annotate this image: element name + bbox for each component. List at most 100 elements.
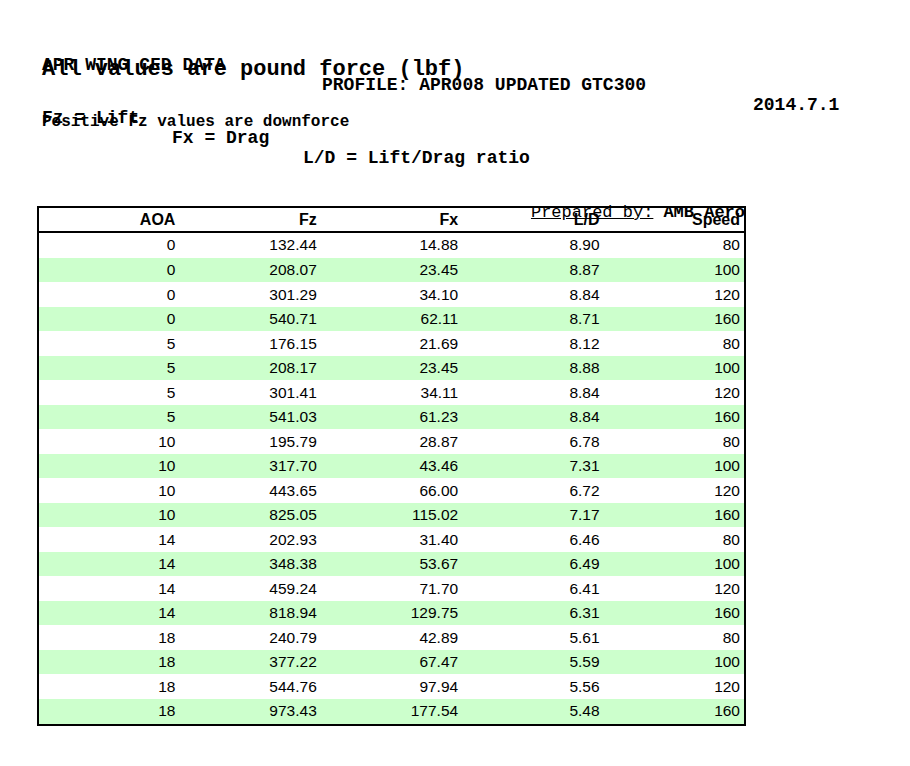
table-row: 10443.6566.006.72120 [38, 478, 745, 503]
table-cell: 7.31 [462, 454, 603, 479]
table-cell: 97.94 [321, 674, 462, 699]
table-cell: 973.43 [179, 699, 320, 725]
table-cell: 5.61 [462, 625, 603, 650]
table-cell: 18 [38, 650, 179, 675]
table-cell: 120 [604, 674, 745, 699]
table-cell: 8.84 [462, 282, 603, 307]
table-cell: 80 [604, 331, 745, 356]
table-cell: 23.45 [321, 356, 462, 381]
table-cell: 115.02 [321, 503, 462, 528]
table-cell: 14 [38, 552, 179, 577]
table-cell: 160 [604, 503, 745, 528]
table-row: 10825.05115.027.17160 [38, 503, 745, 528]
table-cell: 6.78 [462, 429, 603, 454]
table-cell: 5.48 [462, 699, 603, 725]
table-row: 14202.9331.406.4680 [38, 527, 745, 552]
table-cell: 10 [38, 429, 179, 454]
table-cell: 541.03 [179, 405, 320, 430]
table-cell: 132.44 [179, 232, 320, 258]
table-cell: 10 [38, 503, 179, 528]
table-row: 18377.2267.475.59100 [38, 650, 745, 675]
table-cell: 8.90 [462, 232, 603, 258]
table-cell: 18 [38, 674, 179, 699]
table-cell: 80 [604, 625, 745, 650]
column-header-aoa: AOA [38, 207, 179, 232]
table-cell: 6.31 [462, 601, 603, 626]
table-cell: 5.56 [462, 674, 603, 699]
table-cell: 21.69 [321, 331, 462, 356]
table-cell: 195.79 [179, 429, 320, 454]
table-row: 0301.2934.108.84120 [38, 282, 745, 307]
table-cell: 80 [604, 429, 745, 454]
table-cell: 160 [604, 307, 745, 332]
column-header-fz: Fz [179, 207, 320, 232]
table-cell: 42.89 [321, 625, 462, 650]
table-cell: 10 [38, 478, 179, 503]
table-cell: 8.12 [462, 331, 603, 356]
table-row: 14818.94129.756.31160 [38, 601, 745, 626]
table-cell: 120 [604, 478, 745, 503]
table-cell: 317.70 [179, 454, 320, 479]
cfd-data-table: AOAFzFxL/DSpeed 0132.4414.888.90800208.0… [37, 206, 746, 726]
table-row: 5176.1521.698.1280 [38, 331, 745, 356]
table-cell: 100 [604, 454, 745, 479]
table-cell: 348.38 [179, 552, 320, 577]
table-cell: 5 [38, 331, 179, 356]
table-cell: 443.65 [179, 478, 320, 503]
table-cell: 18 [38, 699, 179, 725]
table-row: 14348.3853.676.49100 [38, 552, 745, 577]
table-cell: 818.94 [179, 601, 320, 626]
table-cell: 100 [604, 356, 745, 381]
table-cell: 67.47 [321, 650, 462, 675]
table-cell: 301.29 [179, 282, 320, 307]
table-cell: 100 [604, 650, 745, 675]
table-row: 0132.4414.888.9080 [38, 232, 745, 258]
table-cell: 120 [604, 380, 745, 405]
table-cell: 176.15 [179, 331, 320, 356]
document-page: APR WING CFD DATA PROFILE: APR008 UPDATE… [0, 0, 910, 766]
units-note: All values are pound force (lbf) [42, 57, 464, 82]
table-cell: 8.84 [462, 380, 603, 405]
table-cell: 80 [604, 232, 745, 258]
table-cell: 14 [38, 527, 179, 552]
table-row: 10195.7928.876.7880 [38, 429, 745, 454]
table-cell: 177.54 [321, 699, 462, 725]
legend-ld: L/D = Lift/Drag ratio [303, 148, 530, 168]
table-cell: 459.24 [179, 576, 320, 601]
table-cell: 34.10 [321, 282, 462, 307]
table-cell: 5 [38, 405, 179, 430]
table-cell: 66.00 [321, 478, 462, 503]
table-cell: 5 [38, 356, 179, 381]
table-cell: 28.87 [321, 429, 462, 454]
table-cell: 202.93 [179, 527, 320, 552]
table-cell: 100 [604, 552, 745, 577]
table-cell: 14.88 [321, 232, 462, 258]
table-row: 14459.2471.706.41120 [38, 576, 745, 601]
table-row: 5541.0361.238.84160 [38, 405, 745, 430]
table-cell: 5.59 [462, 650, 603, 675]
table-cell: 0 [38, 307, 179, 332]
table-cell: 14 [38, 576, 179, 601]
table-cell: 208.17 [179, 356, 320, 381]
table-body: 0132.4414.888.90800208.0723.458.87100030… [38, 232, 745, 725]
table-cell: 100 [604, 258, 745, 283]
table-cell: 71.70 [321, 576, 462, 601]
table-cell: 160 [604, 601, 745, 626]
legend-line: Fz = Lift Fx = Drag L/D = Lift/Drag rati… [0, 88, 910, 108]
table-row: 0540.7162.118.71160 [38, 307, 745, 332]
table-cell: 8.71 [462, 307, 603, 332]
table-row: 5301.4134.118.84120 [38, 380, 745, 405]
legend-fx: Fx = Drag [172, 128, 269, 148]
table-row: 5208.1723.458.88100 [38, 356, 745, 381]
table-cell: 80 [604, 527, 745, 552]
table-cell: 14 [38, 601, 179, 626]
table-row: 18973.43177.545.48160 [38, 699, 745, 725]
table-cell: 8.88 [462, 356, 603, 381]
table-cell: 34.11 [321, 380, 462, 405]
table-cell: 10 [38, 454, 179, 479]
table-cell: 5 [38, 380, 179, 405]
table-cell: 53.67 [321, 552, 462, 577]
column-header-l-d: L/D [462, 207, 603, 232]
table-cell: 18 [38, 625, 179, 650]
table-header-row: AOAFzFxL/DSpeed [38, 207, 745, 232]
